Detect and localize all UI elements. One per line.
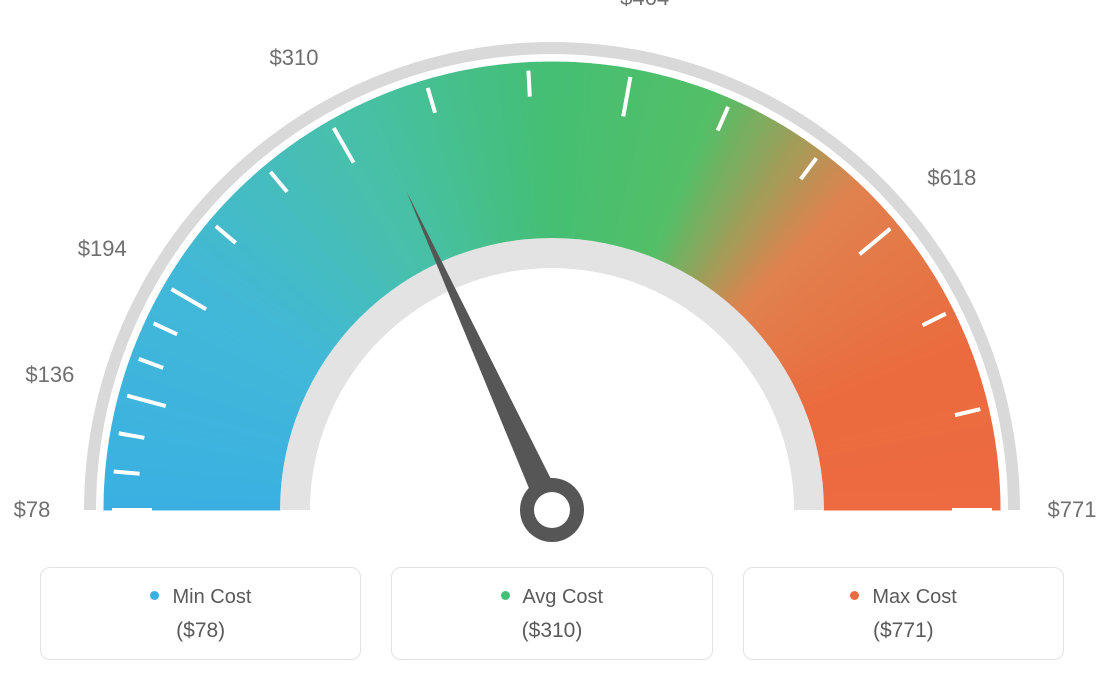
dot-icon: [150, 591, 159, 600]
legend-title-min: Min Cost: [51, 586, 350, 609]
gauge-tick-label: $618: [927, 165, 976, 191]
dot-icon: [501, 591, 510, 600]
legend-card-avg: Avg Cost ($310): [391, 567, 712, 660]
legend-value-avg: ($310): [402, 619, 701, 643]
legend-card-max: Max Cost ($771): [743, 567, 1064, 660]
legend-value-min: ($78): [51, 619, 350, 643]
gauge-hub-hole: [534, 492, 570, 528]
legend-title-text: Avg Cost: [522, 586, 603, 608]
gauge-tick: [528, 71, 529, 97]
gauge-tick-label: $78: [14, 497, 51, 523]
gauge-tick-label: $136: [25, 362, 74, 388]
gauge-chart: $78 $136 $194 $310 $464 $618 $771: [0, 0, 1104, 560]
gauge-tick-label: $771: [1048, 497, 1097, 523]
legend-card-min: Min Cost ($78): [40, 567, 361, 660]
gauge-tick: [114, 471, 140, 473]
dot-icon: [850, 591, 859, 600]
legend-title-avg: Avg Cost: [402, 586, 701, 609]
gauge-tick-label: $194: [78, 236, 127, 262]
legend-row: Min Cost ($78) Avg Cost ($310) Max Cost …: [0, 547, 1104, 690]
gauge-tick-label: $464: [620, 0, 669, 11]
legend-title-max: Max Cost: [754, 586, 1053, 609]
legend-title-text: Max Cost: [872, 586, 956, 608]
gauge-svg: [0, 0, 1104, 560]
legend-value-max: ($771): [754, 619, 1053, 643]
legend-title-text: Min Cost: [172, 586, 251, 608]
gauge-tick-label: $310: [270, 45, 319, 71]
